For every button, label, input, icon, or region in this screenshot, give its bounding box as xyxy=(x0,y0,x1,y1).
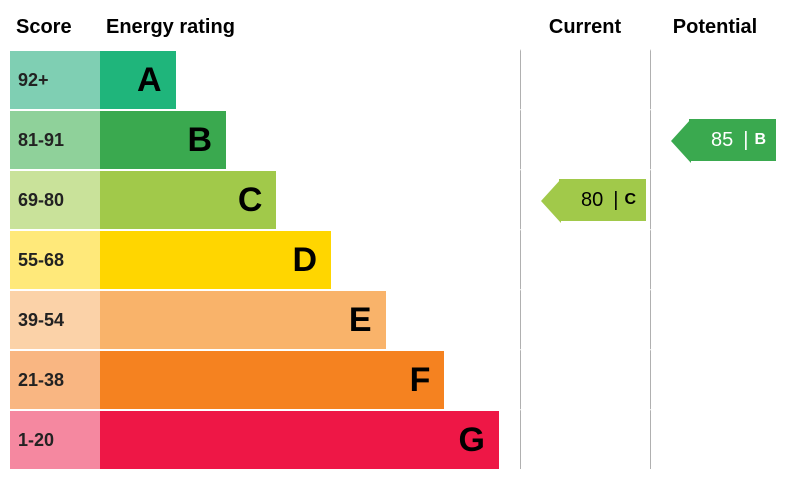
potential-marker: 85|B xyxy=(689,119,776,161)
rating-bar-cell: C xyxy=(100,169,520,229)
potential-cell xyxy=(650,49,780,109)
score-range: 81-91 xyxy=(10,109,100,169)
header-score: Score xyxy=(10,10,100,49)
current-marker: 80|C xyxy=(559,179,646,221)
score-range: 21-38 xyxy=(10,349,100,409)
potential-cell: 85|B xyxy=(650,109,780,169)
rating-bar-C: C xyxy=(100,171,276,229)
score-range: 92+ xyxy=(10,49,100,109)
current-marker-value: 80 xyxy=(581,189,603,212)
rating-bar-cell: B xyxy=(100,109,520,169)
header-potential: Potential xyxy=(650,10,780,49)
current-cell: 80|C xyxy=(520,169,650,229)
current-cell xyxy=(520,409,650,469)
potential-marker-value: 85 xyxy=(711,129,733,152)
rating-bar-cell: A xyxy=(100,49,520,109)
potential-cell xyxy=(650,229,780,289)
current-cell xyxy=(520,49,650,109)
rating-bar-B: B xyxy=(100,111,226,169)
potential-marker-letter: B xyxy=(754,131,766,149)
current-cell xyxy=(520,229,650,289)
score-range: 69-80 xyxy=(10,169,100,229)
rating-bar-A: A xyxy=(100,51,176,109)
potential-cell xyxy=(650,289,780,349)
potential-cell xyxy=(650,169,780,229)
current-cell xyxy=(520,109,650,169)
score-range: 1-20 xyxy=(10,409,100,469)
rating-bar-D: D xyxy=(100,231,331,289)
current-cell xyxy=(520,289,650,349)
potential-cell xyxy=(650,409,780,469)
rating-bar-cell: F xyxy=(100,349,520,409)
epc-chart: ScoreEnergy ratingCurrentPotential 92+A81… xyxy=(10,10,780,469)
rating-bar-cell: G xyxy=(100,409,520,469)
rating-bar-cell: D xyxy=(100,229,520,289)
header-rating: Energy rating xyxy=(100,10,520,49)
potential-cell xyxy=(650,349,780,409)
header-current: Current xyxy=(520,10,650,49)
rating-bar-F: F xyxy=(100,351,444,409)
rating-bar-E: E xyxy=(100,291,386,349)
score-range: 55-68 xyxy=(10,229,100,289)
rating-bar-cell: E xyxy=(100,289,520,349)
current-marker-letter: C xyxy=(624,191,636,209)
rating-bar-G: G xyxy=(100,411,499,469)
score-range: 39-54 xyxy=(10,289,100,349)
current-cell xyxy=(520,349,650,409)
